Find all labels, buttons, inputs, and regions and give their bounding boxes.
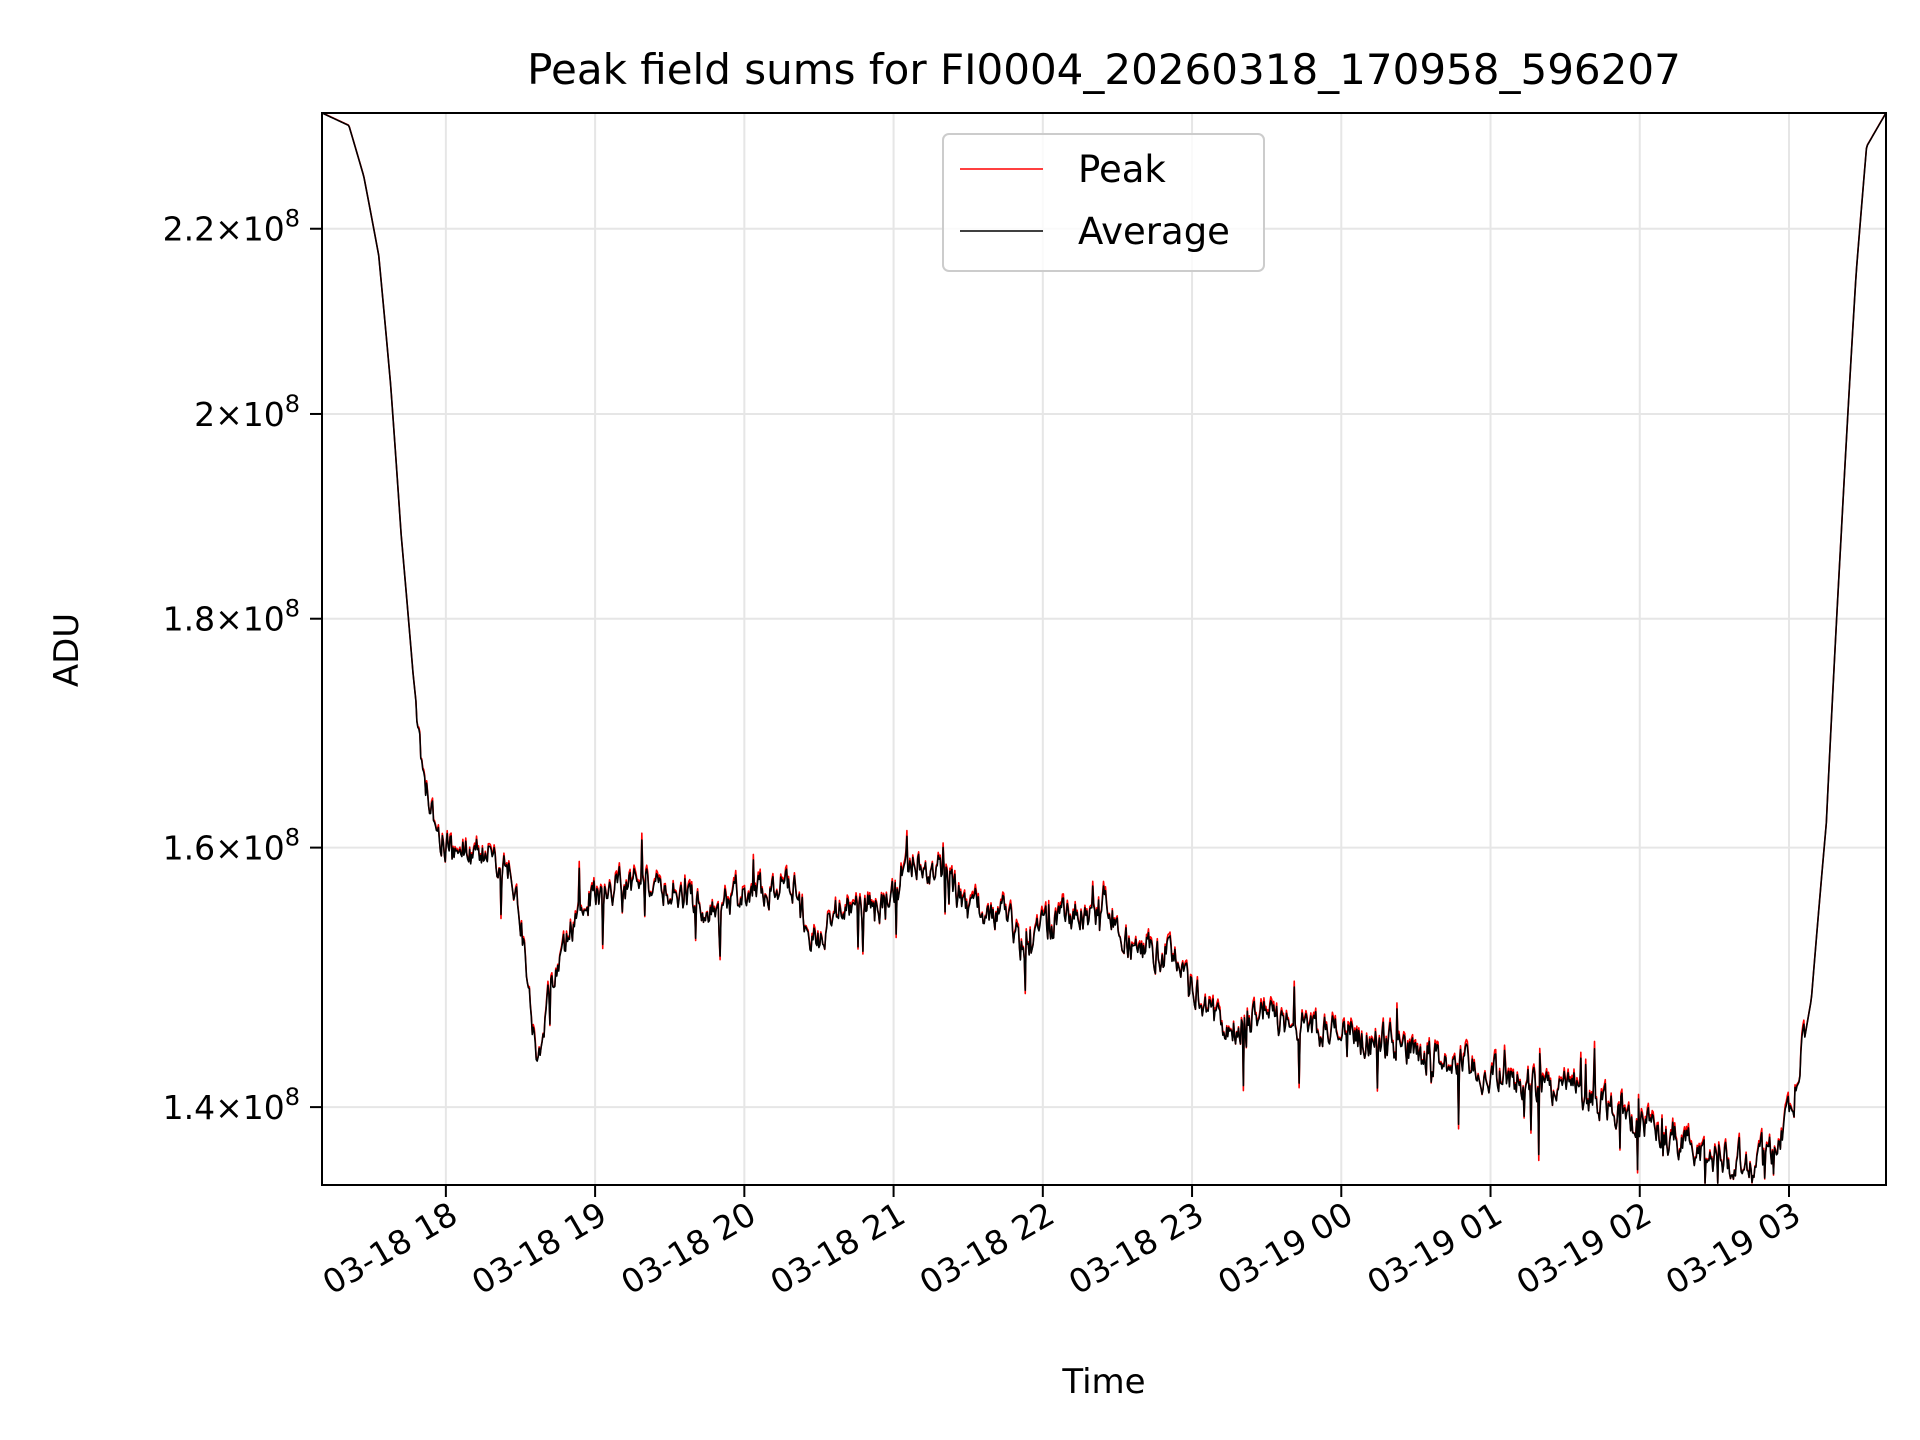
y-tick-mantissa: 1.8 [163,600,215,639]
y-tick-label: 2×108 [194,390,300,434]
y-tick-label: 2.2×108 [163,205,300,249]
legend: Peak Average [942,133,1265,272]
y-tick-label: 1.8×108 [163,595,300,639]
legend-average-label: Average [1078,210,1230,253]
y-tick-mantissa: 1.4 [163,1088,215,1127]
axes-frame [321,112,1887,1186]
legend-peak-label: Peak [1078,148,1166,191]
y-tick-exponent: 8 [285,595,300,623]
chart-title: Peak field sums for FI0004_20260318_1709… [527,45,1681,94]
y-tick-label: 1.6×108 [163,824,300,868]
y-axis-label: ADU [47,613,87,687]
y-tick-exponent: 8 [285,205,300,233]
y-tick-exponent: 8 [285,390,300,418]
y-tick-mantissa: 2 [194,395,215,434]
series-line-average [321,112,1887,1184]
y-tick-exponent: 8 [285,824,300,852]
y-tick-label: 1.4×108 [163,1083,300,1127]
y-tick-mantissa: 1.6 [163,829,215,868]
series-group [321,112,1887,1184]
y-tick-mantissa: 2.2 [163,210,215,249]
y-tick-exponent: 8 [285,1083,300,1111]
x-axis-label: Time [1061,1362,1145,1402]
